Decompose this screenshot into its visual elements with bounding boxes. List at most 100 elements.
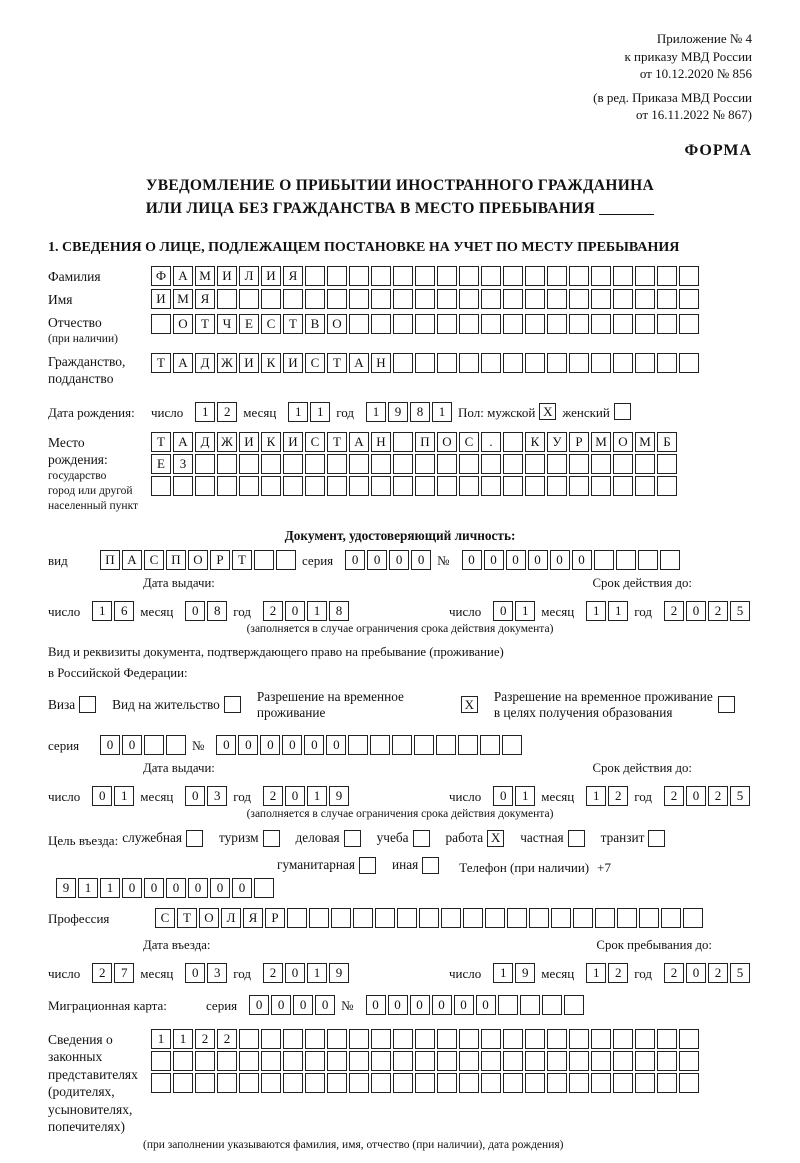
form-cell[interactable]: Н (371, 432, 391, 452)
form-cell[interactable]: 0 (432, 995, 452, 1015)
form-cell[interactable] (436, 735, 456, 755)
work-purpose-checkbox[interactable]: X (487, 830, 504, 847)
form-cell[interactable] (305, 1029, 325, 1049)
form-cell[interactable]: У (547, 432, 567, 452)
form-cell[interactable]: А (173, 266, 193, 286)
form-cell[interactable] (613, 1029, 633, 1049)
form-cell[interactable]: 1 (151, 1029, 171, 1049)
form-cell[interactable] (635, 476, 655, 496)
form-cell[interactable]: 1 (78, 878, 98, 898)
form-cell[interactable]: 7 (114, 963, 134, 983)
form-cell[interactable] (327, 289, 347, 309)
form-cell[interactable] (569, 289, 589, 309)
form-cell[interactable] (503, 476, 523, 496)
form-cell[interactable] (437, 454, 457, 474)
form-cell[interactable]: 0 (366, 995, 386, 1015)
form-cell[interactable] (261, 289, 281, 309)
form-cell[interactable]: Я (243, 908, 263, 928)
residence-card-option[interactable]: Вид на жительство (112, 696, 243, 713)
form-cell[interactable] (415, 454, 435, 474)
form-cell[interactable] (613, 476, 633, 496)
form-cell[interactable] (525, 289, 545, 309)
form-cell[interactable] (327, 1051, 347, 1071)
form-cell[interactable]: С (305, 432, 325, 452)
form-cell[interactable] (287, 908, 307, 928)
form-cell[interactable] (547, 476, 567, 496)
form-cell[interactable]: 0 (210, 878, 230, 898)
form-cell[interactable]: 0 (686, 601, 706, 621)
form-cell[interactable]: Т (327, 353, 347, 373)
form-cell[interactable] (635, 266, 655, 286)
form-cell[interactable] (525, 314, 545, 334)
form-cell[interactable]: 0 (686, 963, 706, 983)
form-cell[interactable] (437, 1051, 457, 1071)
form-cell[interactable] (371, 289, 391, 309)
form-cell[interactable] (331, 908, 351, 928)
form-cell[interactable]: 2 (664, 963, 684, 983)
form-cell[interactable] (437, 476, 457, 496)
form-cell[interactable] (502, 735, 522, 755)
form-cell[interactable] (683, 908, 703, 928)
form-cell[interactable]: 5 (730, 786, 750, 806)
form-cell[interactable] (569, 314, 589, 334)
form-cell[interactable] (195, 476, 215, 496)
form-cell[interactable]: Ч (217, 314, 237, 334)
form-cell[interactable]: 2 (217, 402, 237, 422)
form-cell[interactable] (261, 1029, 281, 1049)
form-cell[interactable]: Н (371, 353, 391, 373)
form-cell[interactable] (657, 1029, 677, 1049)
form-cell[interactable] (613, 266, 633, 286)
form-cell[interactable]: 3 (207, 963, 227, 983)
form-cell[interactable] (151, 1051, 171, 1071)
form-cell[interactable]: К (261, 432, 281, 452)
form-cell[interactable] (437, 289, 457, 309)
form-cell[interactable] (657, 1051, 677, 1071)
form-cell[interactable]: 2 (708, 786, 728, 806)
form-cell[interactable]: 0 (528, 550, 548, 570)
form-cell[interactable] (525, 1051, 545, 1071)
form-cell[interactable] (591, 266, 611, 286)
form-cell[interactable] (349, 289, 369, 309)
form-cell[interactable] (525, 1073, 545, 1093)
form-cell[interactable] (529, 908, 549, 928)
form-cell[interactable] (327, 476, 347, 496)
form-cell[interactable] (613, 454, 633, 474)
form-cell[interactable] (520, 995, 540, 1015)
form-cell[interactable] (481, 1029, 501, 1049)
form-cell[interactable] (371, 1029, 391, 1049)
form-cell[interactable]: 0 (315, 995, 335, 1015)
form-cell[interactable] (437, 314, 457, 334)
form-cell[interactable] (166, 735, 186, 755)
form-cell[interactable]: 0 (493, 601, 513, 621)
form-cell[interactable] (679, 314, 699, 334)
form-cell[interactable]: 1 (100, 878, 120, 898)
form-cell[interactable]: 2 (664, 786, 684, 806)
form-cell[interactable] (503, 1051, 523, 1071)
form-cell[interactable] (459, 1073, 479, 1093)
form-cell[interactable]: 1 (114, 786, 134, 806)
form-cell[interactable] (507, 908, 527, 928)
form-cell[interactable] (591, 1073, 611, 1093)
form-cell[interactable]: А (122, 550, 142, 570)
form-cell[interactable] (393, 1029, 413, 1049)
form-cell[interactable] (657, 314, 677, 334)
form-cell[interactable] (195, 1073, 215, 1093)
form-cell[interactable]: Я (195, 289, 215, 309)
form-cell[interactable] (459, 1029, 479, 1049)
residence-card-checkbox[interactable] (224, 696, 241, 713)
form-cell[interactable]: 0 (144, 878, 164, 898)
form-cell[interactable] (635, 1051, 655, 1071)
form-cell[interactable] (239, 1073, 259, 1093)
form-cell[interactable] (661, 908, 681, 928)
form-cell[interactable] (679, 353, 699, 373)
form-cell[interactable]: А (349, 353, 369, 373)
form-cell[interactable] (151, 1073, 171, 1093)
form-cell[interactable]: 0 (166, 878, 186, 898)
form-cell[interactable] (239, 289, 259, 309)
form-cell[interactable]: П (100, 550, 120, 570)
form-cell[interactable]: 1 (173, 1029, 193, 1049)
